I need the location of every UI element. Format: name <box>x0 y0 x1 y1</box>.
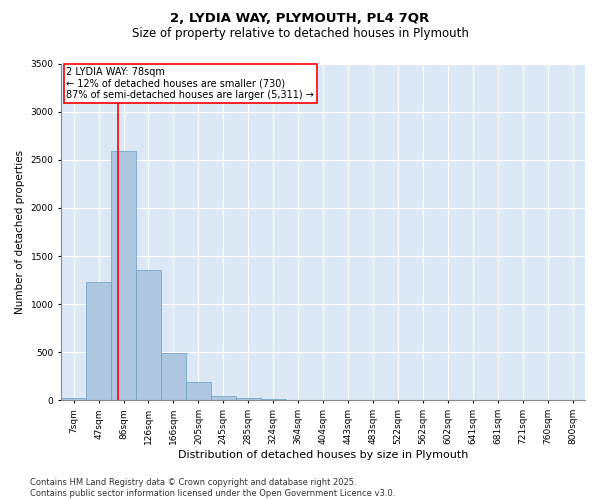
Text: 2, LYDIA WAY, PLYMOUTH, PL4 7QR: 2, LYDIA WAY, PLYMOUTH, PL4 7QR <box>170 12 430 26</box>
X-axis label: Distribution of detached houses by size in Plymouth: Distribution of detached houses by size … <box>178 450 468 460</box>
Text: Size of property relative to detached houses in Plymouth: Size of property relative to detached ho… <box>131 28 469 40</box>
Bar <box>86 282 111 401</box>
Bar <box>136 270 161 400</box>
Bar <box>161 354 186 401</box>
Bar <box>236 398 261 400</box>
Bar <box>111 151 136 400</box>
Bar <box>61 398 86 400</box>
Bar <box>186 382 211 400</box>
Text: Contains HM Land Registry data © Crown copyright and database right 2025.
Contai: Contains HM Land Registry data © Crown c… <box>30 478 395 498</box>
Bar <box>211 396 236 400</box>
Text: 2 LYDIA WAY: 78sqm
← 12% of detached houses are smaller (730)
87% of semi-detach: 2 LYDIA WAY: 78sqm ← 12% of detached hou… <box>67 67 314 100</box>
Bar <box>261 399 286 400</box>
Y-axis label: Number of detached properties: Number of detached properties <box>15 150 25 314</box>
